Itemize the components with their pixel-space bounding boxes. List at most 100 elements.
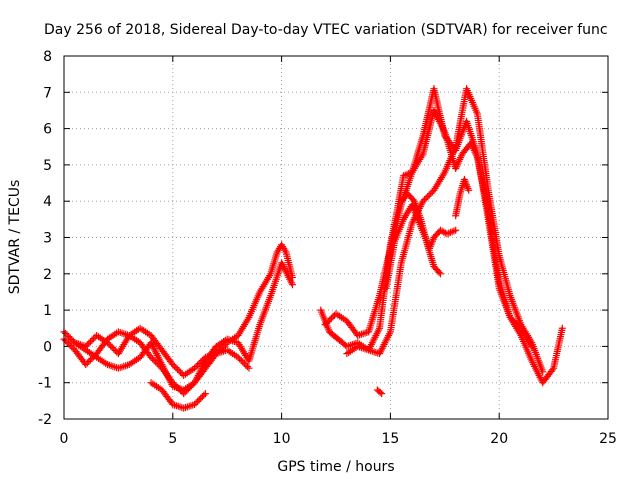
data-point — [506, 313, 514, 321]
data-point — [323, 319, 331, 327]
data-point — [111, 363, 119, 371]
series-track-d — [147, 379, 209, 412]
data-point — [239, 358, 247, 366]
data-point — [198, 356, 206, 364]
data-point — [359, 330, 367, 338]
data-point — [152, 358, 160, 366]
data-point — [108, 343, 116, 351]
y-tick-label: -1 — [38, 376, 52, 392]
data-point — [86, 356, 94, 364]
data-point — [120, 330, 128, 338]
y-tick-label: 0 — [43, 339, 52, 355]
data-point — [177, 386, 185, 394]
data-point — [65, 340, 73, 348]
series-track-i — [397, 190, 444, 278]
data-point — [68, 336, 76, 344]
data-point — [440, 228, 448, 236]
data-point — [65, 333, 73, 341]
data-point — [88, 354, 96, 362]
data-point — [169, 379, 177, 387]
data-point — [422, 194, 430, 202]
data-point — [427, 189, 435, 197]
data-point — [509, 316, 517, 324]
data-point — [175, 385, 183, 393]
data-point — [201, 390, 209, 398]
axis-ticks: 0 5 10 15 20 25 -2 -1 0 1 2 3 4 5 6 7 8 — [38, 49, 617, 447]
data-point — [86, 338, 94, 346]
data-point — [85, 339, 93, 347]
chart-title: Day 256 of 2018, Sidereal Day-to-day VTE… — [44, 22, 608, 38]
data-point — [419, 197, 427, 205]
data-point — [361, 329, 369, 337]
data-point — [110, 345, 118, 353]
data-point — [424, 193, 432, 201]
data-point — [288, 281, 296, 289]
x-tick-label: 20 — [490, 431, 508, 447]
y-tick-label: 7 — [43, 85, 52, 101]
data-point — [66, 334, 74, 342]
data-point — [107, 342, 115, 350]
data-point — [539, 368, 547, 376]
data-point — [465, 186, 473, 194]
data-point — [186, 383, 194, 391]
data-point — [191, 364, 199, 372]
y-tick-label: 3 — [43, 231, 52, 247]
y-tick-label: 1 — [43, 303, 52, 319]
y-tick-label: -2 — [38, 412, 52, 428]
data-point — [425, 191, 433, 199]
data-point — [170, 362, 178, 370]
grid — [64, 56, 608, 419]
data-point — [82, 342, 90, 350]
data-point — [234, 353, 242, 361]
data-point — [90, 353, 98, 361]
data-point — [321, 321, 329, 329]
data-point — [109, 362, 117, 370]
data-point — [83, 341, 91, 349]
data-point — [192, 363, 200, 371]
data-point — [327, 314, 335, 322]
x-tick-label: 10 — [273, 431, 291, 447]
data-point — [177, 368, 185, 376]
plot-frame — [63, 55, 609, 420]
data-point — [147, 353, 155, 361]
data-point — [153, 360, 161, 368]
data-point — [83, 359, 91, 367]
data-point — [194, 361, 202, 369]
data-point — [63, 331, 71, 339]
data-point — [169, 361, 177, 369]
data-point — [180, 404, 188, 412]
y-tick-label: 4 — [43, 194, 52, 210]
y-tick-label: 5 — [43, 158, 52, 174]
data-point — [66, 341, 74, 349]
data-point — [62, 329, 70, 337]
data-point — [558, 324, 566, 332]
data-point — [376, 388, 384, 396]
data-point — [172, 364, 180, 372]
data-point — [149, 355, 157, 363]
data-point — [175, 367, 183, 375]
data-point — [181, 388, 189, 396]
data-point — [68, 343, 76, 351]
y-tick-label: 2 — [43, 267, 52, 283]
data-point — [200, 391, 208, 399]
data-point — [90, 335, 98, 343]
data-point — [237, 356, 245, 364]
x-tick-label: 15 — [381, 431, 399, 447]
x-axis-label: GPS time / hours — [277, 459, 394, 475]
data-point — [118, 329, 126, 337]
data-point — [116, 364, 124, 372]
data-point — [176, 403, 184, 411]
data-point — [326, 316, 334, 324]
data-point — [357, 330, 365, 338]
series-track-j — [452, 175, 473, 220]
data-point — [173, 365, 181, 373]
data-point — [195, 396, 203, 404]
data-point — [88, 336, 96, 344]
data-point — [63, 338, 71, 346]
data-point — [85, 357, 93, 365]
data-point — [436, 270, 444, 278]
data-point — [174, 402, 182, 410]
data-point — [180, 390, 188, 398]
data-point — [185, 402, 193, 410]
series-track-b — [60, 259, 296, 398]
